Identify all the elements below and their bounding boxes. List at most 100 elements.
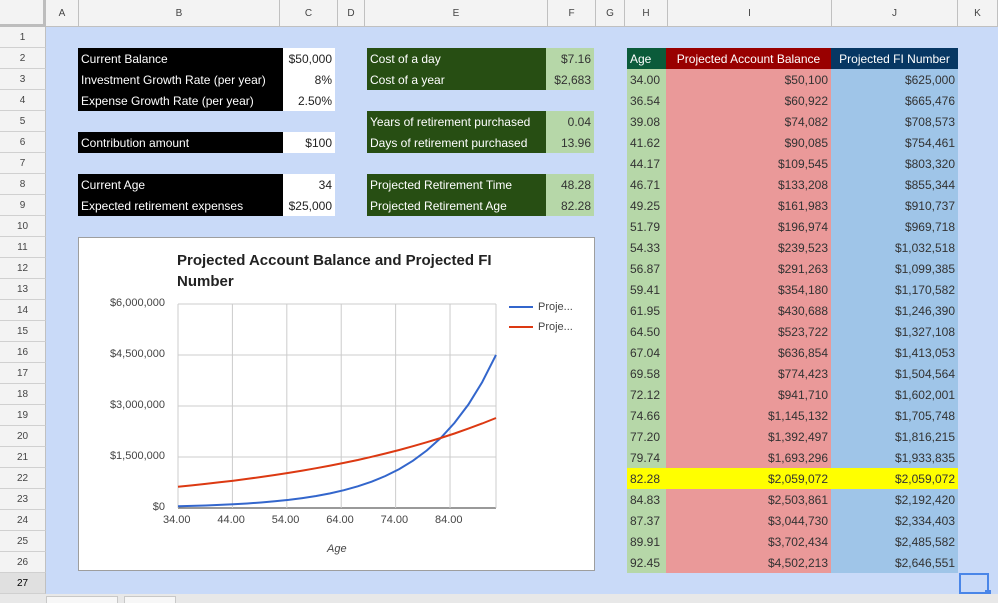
cell-projected-fi-number[interactable]: $1,705,748 (831, 405, 958, 426)
row-header[interactable]: 25 (0, 531, 46, 552)
label-growth-rate[interactable]: Investment Growth Rate (per year) (78, 69, 283, 90)
cell-age[interactable]: 77.20 (627, 426, 666, 447)
value-days-purchased[interactable]: 13.96 (546, 132, 594, 153)
cell-projected-balance[interactable]: $3,702,434 (666, 531, 831, 552)
value-years-purchased[interactable]: 0.04 (546, 111, 594, 132)
cell-age[interactable]: 89.91 (627, 531, 666, 552)
series-line-1[interactable] (177, 417, 497, 488)
row-header[interactable]: 24 (0, 510, 46, 531)
cell-projected-fi-number[interactable]: $1,170,582 (831, 279, 958, 300)
legend-item[interactable]: Proje... (509, 301, 573, 313)
column-header[interactable]: K (958, 0, 998, 27)
label-years-purchased[interactable]: Years of retirement purchased (367, 111, 546, 132)
label-projected-age[interactable]: Projected Retirement Age (367, 195, 546, 216)
cell-age[interactable]: 87.37 (627, 510, 666, 531)
cell-projected-fi-number[interactable]: $625,000 (831, 69, 958, 90)
label-contribution[interactable]: Contribution amount (78, 132, 283, 153)
label-days-purchased[interactable]: Days of retirement purchased (367, 132, 546, 153)
cell-projected-fi-number[interactable]: $2,485,582 (831, 531, 958, 552)
cell-age[interactable]: 36.54 (627, 90, 666, 111)
cell-projected-balance[interactable]: $636,854 (666, 342, 831, 363)
cell-projected-fi-number[interactable]: $1,413,053 (831, 342, 958, 363)
column-header[interactable]: A (46, 0, 79, 27)
value-contribution[interactable]: $100 (283, 132, 335, 153)
row-header[interactable]: 27 (0, 573, 46, 594)
cell-projected-fi-number[interactable]: $2,646,551 (831, 552, 958, 573)
cell-projected-balance[interactable]: $774,423 (666, 363, 831, 384)
row-header[interactable]: 6 (0, 132, 46, 153)
select-all-corner[interactable] (0, 0, 46, 27)
cell-projected-fi-number[interactable]: $1,246,390 (831, 300, 958, 321)
row-header[interactable]: 5 (0, 111, 46, 132)
cell-projected-balance[interactable]: $4,502,213 (666, 552, 831, 573)
header-projected-fi-number[interactable]: Projected FI Number (831, 48, 958, 69)
cell-projected-balance[interactable]: $2,059,072 (666, 468, 831, 489)
cell-age[interactable]: 74.66 (627, 405, 666, 426)
row-header[interactable]: 13 (0, 279, 46, 300)
row-header[interactable]: 23 (0, 489, 46, 510)
cell-age[interactable]: 79.74 (627, 447, 666, 468)
cell-projected-balance[interactable]: $239,523 (666, 237, 831, 258)
value-cost-year[interactable]: $2,683 (546, 69, 594, 90)
cell-age[interactable]: 82.28 (627, 468, 666, 489)
row-header[interactable]: 18 (0, 384, 46, 405)
value-retirement-expenses[interactable]: $25,000 (283, 195, 335, 216)
row-header[interactable]: 9 (0, 195, 46, 216)
cell-projected-balance[interactable]: $941,710 (666, 384, 831, 405)
cell-age[interactable]: 56.87 (627, 258, 666, 279)
cell-age[interactable]: 61.95 (627, 300, 666, 321)
cell-age[interactable]: 44.17 (627, 153, 666, 174)
cell-projected-balance[interactable]: $60,922 (666, 90, 831, 111)
cell-projected-fi-number[interactable]: $665,476 (831, 90, 958, 111)
column-header[interactable]: J (832, 0, 958, 27)
column-header[interactable]: C (280, 0, 338, 27)
cell-age[interactable]: 92.45 (627, 552, 666, 573)
label-current-age[interactable]: Current Age (78, 174, 283, 195)
cell-projected-balance[interactable]: $1,145,132 (666, 405, 831, 426)
cell-projected-balance[interactable]: $523,722 (666, 321, 831, 342)
cell-projected-fi-number[interactable]: $2,334,403 (831, 510, 958, 531)
value-cost-day[interactable]: $7.16 (546, 48, 594, 69)
row-header[interactable]: 17 (0, 363, 46, 384)
sheet-tab[interactable] (46, 596, 118, 603)
column-header[interactable]: I (668, 0, 832, 27)
label-projected-time[interactable]: Projected Retirement Time (367, 174, 546, 195)
cell-projected-fi-number[interactable]: $969,718 (831, 216, 958, 237)
label-cost-year[interactable]: Cost of a year (367, 69, 546, 90)
row-header[interactable]: 16 (0, 342, 46, 363)
line-chart[interactable]: Projected Account Balance and Projected … (78, 237, 595, 571)
cell-projected-balance[interactable]: $1,392,497 (666, 426, 831, 447)
row-header[interactable]: 21 (0, 447, 46, 468)
cell-projected-fi-number[interactable]: $1,327,108 (831, 321, 958, 342)
cell-age[interactable]: 67.04 (627, 342, 666, 363)
cell-age[interactable]: 72.12 (627, 384, 666, 405)
cell-age[interactable]: 41.62 (627, 132, 666, 153)
column-header[interactable]: H (625, 0, 668, 27)
column-header[interactable]: F (548, 0, 596, 27)
row-header[interactable]: 22 (0, 468, 46, 489)
value-current-balance[interactable]: $50,000 (283, 48, 335, 69)
row-header[interactable]: 20 (0, 426, 46, 447)
row-header[interactable]: 14 (0, 300, 46, 321)
cell-projected-balance[interactable]: $161,983 (666, 195, 831, 216)
row-header[interactable]: 11 (0, 237, 46, 258)
value-projected-time[interactable]: 48.28 (546, 174, 594, 195)
cell-projected-balance[interactable]: $109,545 (666, 153, 831, 174)
row-header[interactable]: 19 (0, 405, 46, 426)
column-header[interactable]: G (596, 0, 625, 27)
column-header[interactable]: E (365, 0, 548, 27)
cell-projected-balance[interactable]: $3,044,730 (666, 510, 831, 531)
header-age[interactable]: Age (627, 48, 666, 69)
cell-projected-balance[interactable]: $1,693,296 (666, 447, 831, 468)
cell-projected-balance[interactable]: $74,082 (666, 111, 831, 132)
series-line-0[interactable] (177, 354, 497, 508)
value-current-age[interactable]: 34 (283, 174, 335, 195)
row-header[interactable]: 1 (0, 27, 46, 48)
label-expense-growth[interactable]: Expense Growth Rate (per year) (78, 90, 283, 111)
cell-projected-fi-number[interactable]: $1,816,215 (831, 426, 958, 447)
sheet-tab[interactable] (124, 596, 176, 603)
value-projected-age[interactable]: 82.28 (546, 195, 594, 216)
fill-handle[interactable] (985, 590, 991, 596)
legend-item[interactable]: Proje... (509, 321, 573, 333)
cell-age[interactable]: 69.58 (627, 363, 666, 384)
